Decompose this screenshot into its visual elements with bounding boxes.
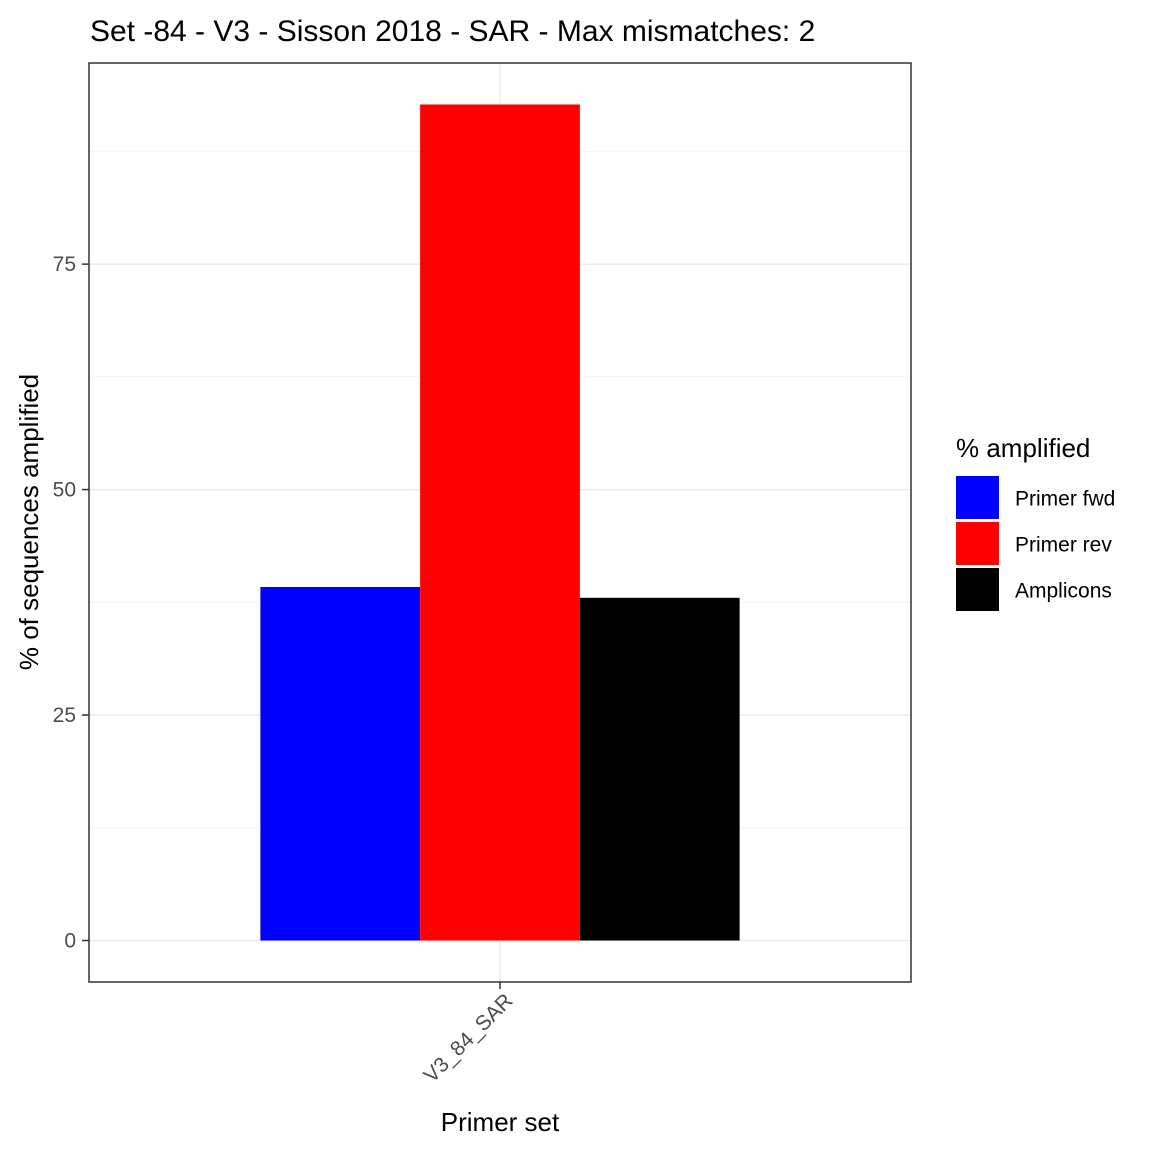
y-tick-label: 75 bbox=[53, 253, 76, 276]
y-tick-label: 50 bbox=[53, 479, 76, 502]
legend-key-primer-fwd bbox=[956, 476, 999, 519]
legend-label: Primer rev bbox=[1015, 534, 1112, 557]
plot-area: 0 25 50 75 V3_84_SAR bbox=[53, 62, 912, 1087]
bar-amplicons bbox=[579, 597, 740, 941]
y-tick-label: 25 bbox=[53, 704, 76, 727]
legend-title: % amplified bbox=[956, 433, 1090, 463]
chart-title: Set -84 - V3 - Sisson 2018 - SAR - Max m… bbox=[90, 15, 815, 48]
x-axis-label: Primer set bbox=[441, 1107, 560, 1137]
y-axis-label: % of sequences amplified bbox=[14, 374, 44, 670]
legend-key-amplicons bbox=[956, 568, 999, 611]
bar-primer-rev bbox=[420, 104, 580, 941]
y-tick-label: 0 bbox=[64, 930, 76, 953]
legend-label: Primer fwd bbox=[1015, 488, 1115, 511]
x-tick-label: V3_84_SAR bbox=[420, 989, 518, 1087]
legend-key-primer-rev bbox=[956, 522, 999, 565]
legend: % amplified Primer fwd Primer rev Amplicon… bbox=[956, 433, 1115, 611]
bar-primer-fwd bbox=[260, 586, 421, 941]
legend-label: Amplicons bbox=[1015, 580, 1112, 603]
